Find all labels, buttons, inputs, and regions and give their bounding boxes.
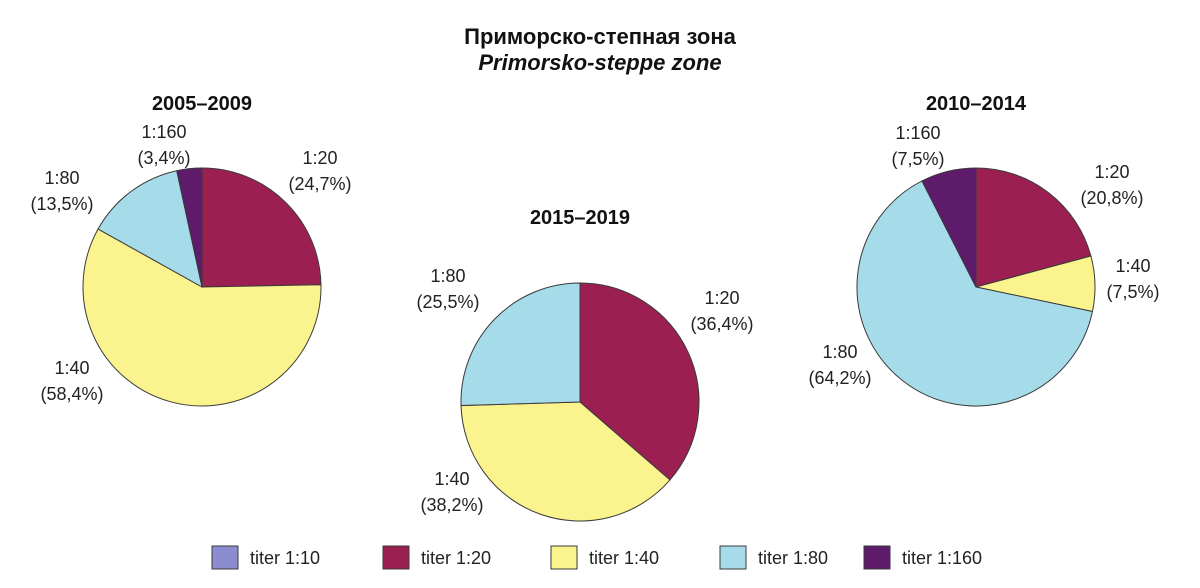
slice-name-label: 1:80 bbox=[44, 168, 79, 188]
slice-percent-label: (7,5%) bbox=[1106, 282, 1159, 302]
legend-swatch bbox=[550, 545, 578, 570]
pie-title: 2005–2009 bbox=[152, 93, 252, 115]
legend-label: titer 1:10 bbox=[250, 548, 320, 568]
pie-slice-1-20 bbox=[975, 167, 1092, 288]
slice-name-label: 1:40 bbox=[434, 469, 469, 489]
legend-item: titer 1:80 bbox=[719, 545, 828, 570]
legend-item: titer 1:10 bbox=[211, 545, 320, 570]
legend-label: titer 1:160 bbox=[902, 548, 982, 568]
pie-slice-1-80 bbox=[460, 282, 581, 407]
legend-swatch bbox=[211, 545, 239, 570]
slice-name-label: 1:40 bbox=[54, 358, 89, 378]
slice-name-label: 1:160 bbox=[895, 123, 940, 143]
slice-name-label: 1:80 bbox=[430, 266, 465, 286]
pie-slice-1-40 bbox=[82, 228, 322, 407]
slice-percent-label: (58,4%) bbox=[40, 384, 103, 404]
slice-name-label: 1:20 bbox=[704, 288, 739, 308]
slice-name-label: 1:80 bbox=[822, 342, 857, 362]
slice-name-label: 1:40 bbox=[1115, 256, 1150, 276]
slice-name-label: 1:160 bbox=[141, 122, 186, 142]
slice-name-label: 1:20 bbox=[1094, 162, 1129, 182]
slice-percent-label: (3,4%) bbox=[137, 148, 190, 168]
legend-swatch bbox=[719, 545, 747, 570]
pie-title: 2010–2014 bbox=[926, 93, 1027, 115]
pie-slice-1-160 bbox=[921, 167, 977, 288]
legend-swatch bbox=[382, 545, 410, 570]
pie-2: 2010–2014 1:20 (20,8%) 1:40 (7,5%) 1:80 (64,2%… bbox=[808, 93, 1160, 407]
slice-percent-label: (38,2%) bbox=[420, 495, 483, 515]
slice-percent-label: (36,4%) bbox=[690, 314, 753, 334]
legend: titer 1:10 titer 1:20 titer 1:40 titer 1:80… bbox=[211, 545, 982, 570]
slice-percent-label: (64,2%) bbox=[808, 368, 871, 388]
pie-slice-1-20 bbox=[579, 282, 700, 481]
legend-label: titer 1:40 bbox=[589, 548, 659, 568]
slice-name-label: 1:20 bbox=[302, 148, 337, 168]
pie-0: 2005–2009 1:20 (24,7%) 1:40 (58,4%) 1:80 (13,5… bbox=[30, 93, 352, 407]
slice-percent-label: (24,7%) bbox=[288, 174, 351, 194]
pie-1: 2015–2019 1:20 (36,4%) 1:40 (38,2%) 1:80 (25,5… bbox=[416, 207, 754, 522]
slice-percent-label: (20,8%) bbox=[1080, 188, 1143, 208]
pie-slice-1-80 bbox=[97, 170, 203, 288]
legend-item: titer 1:40 bbox=[550, 545, 659, 570]
legend-item: titer 1:160 bbox=[863, 545, 982, 570]
legend-item: titer 1:20 bbox=[382, 545, 491, 570]
pie-slice-1-160 bbox=[176, 167, 203, 288]
legend-label: titer 1:20 bbox=[421, 548, 491, 568]
pies-group: 2005–2009 1:20 (24,7%) 1:40 (58,4%) 1:80 (13,5… bbox=[30, 93, 1160, 522]
pie-title: 2015–2019 bbox=[530, 207, 630, 229]
slice-percent-label: (7,5%) bbox=[891, 149, 944, 169]
pie-slice-1-40 bbox=[460, 401, 671, 522]
legend-swatch bbox=[863, 545, 891, 570]
pie-slice-1-20 bbox=[201, 167, 322, 288]
legend-label: titer 1:80 bbox=[758, 548, 828, 568]
chart-title: Приморско-степная зона bbox=[464, 24, 736, 49]
pie-slice-1-80 bbox=[856, 180, 1094, 407]
slice-percent-label: (25,5%) bbox=[416, 292, 479, 312]
chart-subtitle: Primorsko-steppe zone bbox=[478, 50, 721, 75]
slice-percent-label: (13,5%) bbox=[30, 194, 93, 214]
